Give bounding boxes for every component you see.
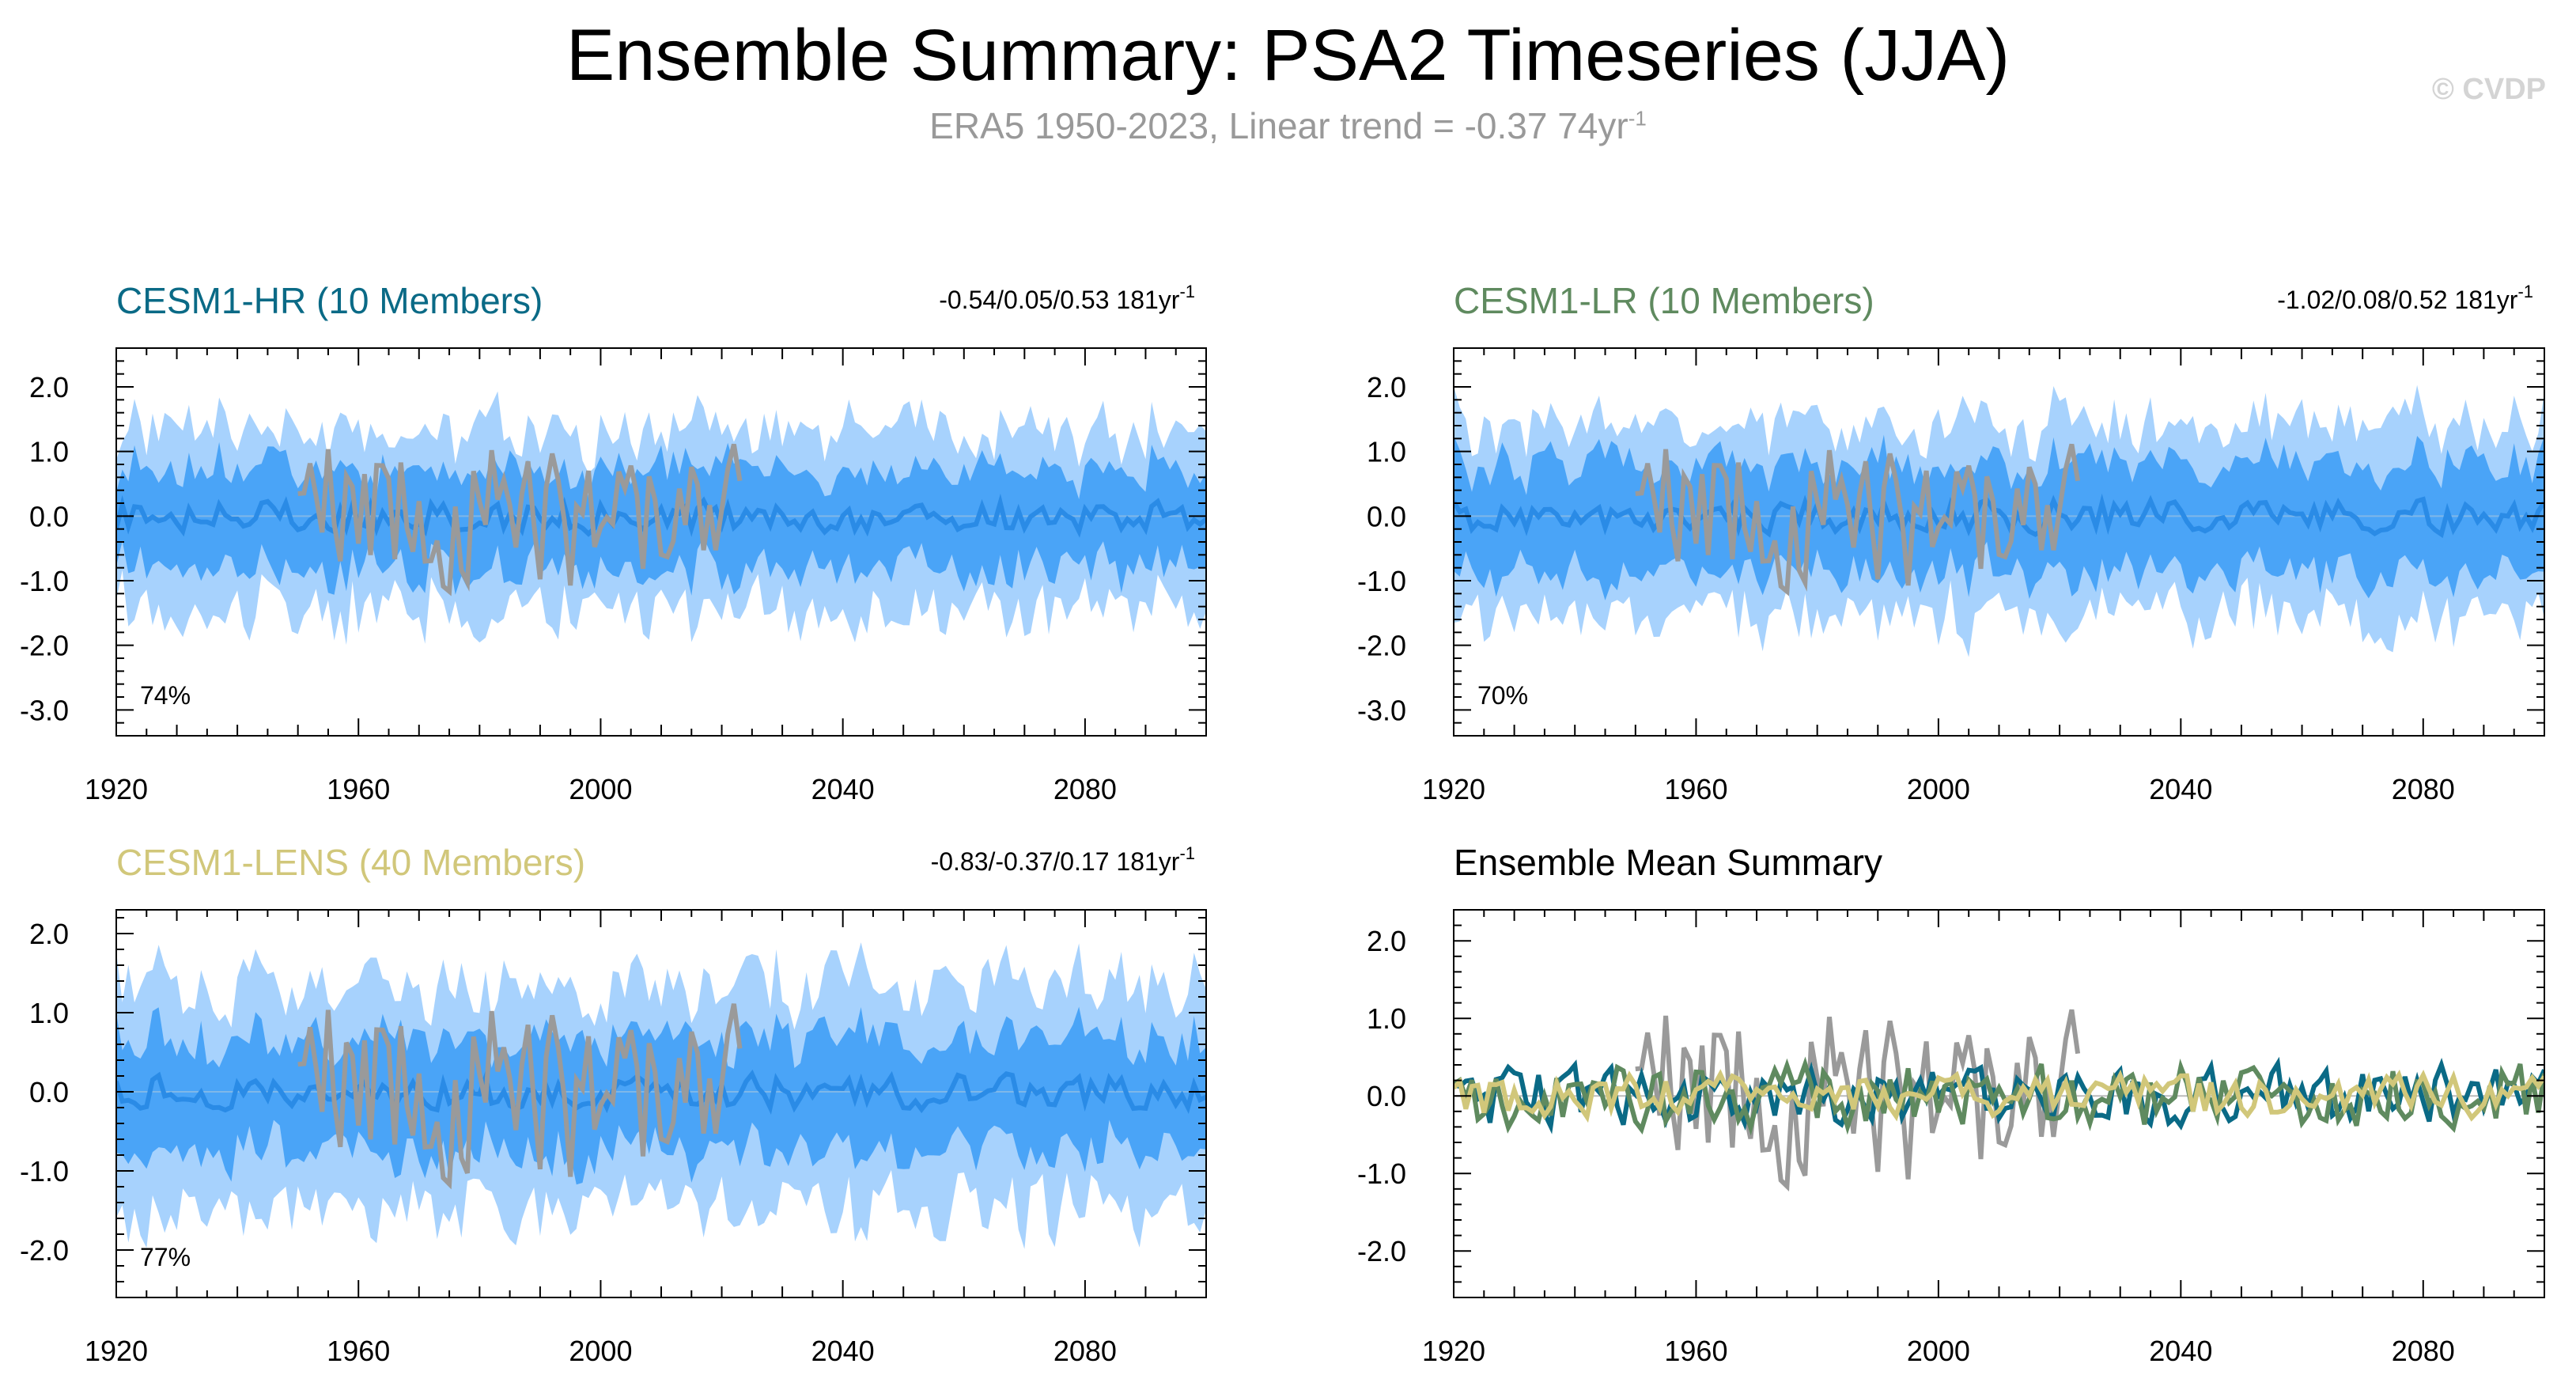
y-tick-label: 2.0 [29,918,69,950]
x-tick-label: 2000 [1907,1335,1970,1367]
x-tick-label: 2080 [2392,773,2455,805]
series-lens-line [1454,1069,2544,1123]
panel-title-lr: CESM1-LR (10 Members) [1454,280,1874,321]
y-tick-label: 1.0 [1367,436,1406,468]
x-tick-label: 1960 [1664,1335,1727,1367]
panel-title-hr: CESM1-HR (10 Members) [116,280,543,321]
observations-line-lr [1635,443,2081,597]
x-tick-label: 2080 [1053,1335,1117,1367]
x-tick-label: 2080 [2392,1335,2455,1367]
trend-label-lens: -0.83/-0.37/0.17 181yr-1 [931,843,1195,876]
x-tick-label: 1960 [327,773,390,805]
y-tick-label: -2.0 [20,1234,69,1267]
watermark: © CVDP [2431,73,2546,106]
x-tick-label: 2040 [2149,773,2212,805]
ensemble-mean-line-lr [1454,493,2544,539]
y-tick-label: -1.0 [1357,565,1406,597]
y-tick-label: 0.0 [29,1076,69,1108]
percent-label-hr: 74% [140,681,191,710]
y-tick-label: -2.0 [1357,630,1406,662]
y-tick-label: 2.0 [1367,925,1406,957]
y-tick-label: 0.0 [29,500,69,532]
panel-lens: 1920 1960 2000 2040 2080 2.0 1.0 0.0 -1.0 -2.0 CES… [20,842,1207,1367]
x-tick-label: 1920 [85,1335,148,1367]
x-tick-label: 2000 [1907,773,1970,805]
x-tick-label: 2000 [569,773,632,805]
y-tick-label: 1.0 [29,436,69,468]
x-tick-label: 1960 [1664,773,1727,805]
y-tick-label: -2.0 [20,630,69,662]
observations-line-hr [297,443,743,597]
trend-label-hr: -0.54/0.05/0.53 181yr-1 [939,282,1195,314]
x-tick-label: 1920 [1422,1335,1485,1367]
panel-hr: 1920 1960 2000 2040 2080 2.0 1.0 0.0 -1.0 -2.0 -3.… [20,280,1207,805]
x-tick-label: 2040 [811,773,875,805]
panel-title-mean: Ensemble Mean Summary [1454,842,1882,883]
plot-area-hr [116,391,1206,646]
y-tick-label: 0.0 [1367,500,1406,532]
x-tick-label: 1920 [85,773,148,805]
y-tick-label: -1.0 [20,565,69,597]
main-title: Ensemble Summary: PSA2 Timeseries (JJA) [566,15,2010,96]
ensemble-mean-line-hr [116,493,1206,538]
y-tick-label: 2.0 [29,371,69,403]
ensemble-mean-line-lens [116,1069,1206,1116]
y-tick-label: -1.0 [1357,1157,1406,1190]
y-tick-label: 2.0 [1367,371,1406,403]
subtitle-superscript: -1 [1628,106,1647,131]
series-hr-line [1454,1056,2544,1135]
y-tick-label: -2.0 [1357,1235,1406,1267]
percent-label-lens: 77% [140,1243,191,1271]
plot-area-lr [1454,384,2544,657]
x-tick-label: 1920 [1422,773,1485,805]
x-tick-label: 2040 [2149,1335,2212,1367]
panel-mean: 1920 1960 2000 2040 2080 2.0 1.0 0.0 -1.0 -2.0 Ens… [1357,842,2545,1367]
panel-lr: 1920 1960 2000 2040 2080 2.0 1.0 0.0 -1.0 -2.0 -3.… [1357,280,2545,805]
x-tick-label: 2040 [811,1335,875,1367]
y-tick-label: 0.0 [1367,1080,1406,1112]
y-tick-label: -3.0 [20,694,69,726]
subtitle-text: ERA5 1950-2023, Linear trend = -0.37 74y… [929,105,1628,146]
trend-label-lr: -1.02/0.08/0.52 181yr-1 [2277,282,2533,314]
x-tick-label: 2000 [569,1335,632,1367]
x-tick-label: 1960 [327,1335,390,1367]
y-tick-label: -3.0 [1357,694,1406,726]
y-tick-label: -1.0 [20,1155,69,1188]
x-tick-label: 2080 [1053,773,1117,805]
observations-line-lens [297,1003,743,1190]
y-tick-label: 1.0 [29,997,69,1029]
plot-area-lens [116,942,1206,1249]
y-tick-label: 1.0 [1367,1002,1406,1035]
subtitle: ERA5 1950-2023, Linear trend = -0.37 74y… [0,104,2576,147]
percent-label-lr: 70% [1477,681,1528,710]
panel-title-lens: CESM1-LENS (40 Members) [116,842,585,883]
plot-area-mean [1454,1009,2544,1192]
